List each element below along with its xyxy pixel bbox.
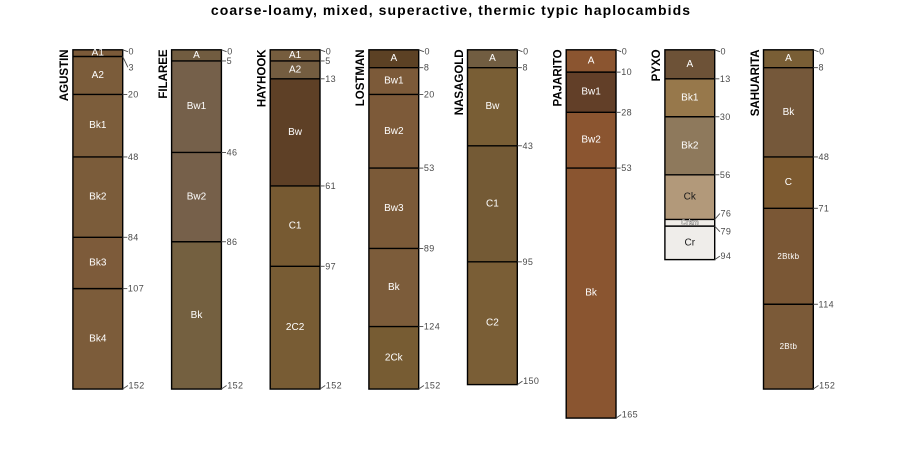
svg-text:84: 84	[128, 232, 139, 242]
svg-text:Bw2: Bw2	[384, 126, 404, 137]
svg-text:C2: C2	[486, 318, 499, 329]
svg-text:2Btkb: 2Btkb	[777, 252, 799, 261]
svg-text:97: 97	[325, 261, 336, 271]
svg-text:107: 107	[128, 284, 144, 294]
svg-text:152: 152	[819, 381, 835, 391]
svg-text:43: 43	[523, 141, 534, 151]
svg-text:C: C	[785, 177, 792, 188]
svg-text:Bk: Bk	[191, 310, 204, 321]
svg-text:NASAGOLD: NASAGOLD	[454, 49, 466, 115]
svg-text:A: A	[686, 59, 693, 70]
svg-text:FILAREE: FILAREE	[158, 49, 170, 99]
svg-text:2Btb: 2Btb	[780, 342, 798, 351]
svg-text:2Ck: 2Ck	[385, 352, 404, 363]
svg-text:A: A	[489, 53, 496, 64]
svg-text:Bk2: Bk2	[89, 192, 107, 203]
svg-text:28: 28	[621, 107, 632, 117]
svg-text:152: 152	[227, 381, 243, 391]
svg-text:53: 53	[621, 163, 632, 173]
svg-text:Bk4: Bk4	[89, 333, 107, 344]
svg-text:Bw1: Bw1	[384, 76, 404, 87]
svg-text:95: 95	[523, 257, 534, 267]
svg-text:46: 46	[227, 147, 238, 157]
svg-text:HAYHOOK: HAYHOOK	[257, 49, 269, 107]
svg-text:A2: A2	[289, 64, 302, 75]
svg-text:53: 53	[424, 163, 435, 173]
svg-text:A: A	[588, 55, 595, 66]
svg-text:Ck: Ck	[684, 192, 697, 203]
svg-text:10: 10	[621, 67, 632, 77]
svg-text:20: 20	[128, 89, 139, 99]
svg-text:114: 114	[819, 299, 835, 309]
svg-text:Bw2: Bw2	[581, 135, 601, 146]
svg-text:5: 5	[325, 56, 330, 66]
svg-text:C1: C1	[289, 221, 302, 232]
svg-text:86: 86	[227, 237, 238, 247]
svg-text:Bw: Bw	[288, 127, 303, 138]
svg-text:Bw: Bw	[485, 101, 500, 112]
svg-text:8: 8	[819, 63, 824, 73]
svg-text:Bk: Bk	[388, 282, 401, 293]
svg-text:0: 0	[523, 47, 528, 57]
svg-text:LOSTMAN: LOSTMAN	[355, 49, 367, 106]
svg-text:Bk: Bk	[585, 288, 598, 299]
svg-text:89: 89	[424, 243, 435, 253]
svg-text:A1: A1	[92, 48, 105, 59]
svg-text:SAHUARITA: SAHUARITA	[750, 49, 762, 116]
svg-text:79: 79	[721, 227, 732, 237]
svg-text:2C2: 2C2	[286, 322, 305, 333]
svg-text:Bk1: Bk1	[89, 120, 107, 131]
svg-text:Bw3: Bw3	[384, 203, 404, 214]
svg-text:Bk3: Bk3	[89, 257, 107, 268]
svg-text:C1: C1	[486, 198, 499, 209]
svg-text:165: 165	[622, 410, 638, 420]
svg-text:Bk1: Bk1	[681, 92, 699, 103]
svg-text:Bk: Bk	[783, 107, 796, 118]
svg-text:48: 48	[128, 152, 139, 162]
svg-text:Bw2: Bw2	[187, 192, 207, 203]
svg-text:94: 94	[721, 251, 732, 261]
svg-text:5: 5	[227, 56, 232, 66]
svg-text:152: 152	[326, 381, 342, 391]
svg-text:Cr: Cr	[685, 237, 696, 248]
svg-text:PAJARITO: PAJARITO	[553, 49, 565, 106]
svg-text:PYXO: PYXO	[651, 49, 663, 81]
svg-text:AGUSTIN: AGUSTIN	[59, 49, 71, 101]
svg-text:48: 48	[819, 152, 830, 162]
svg-text:Bw1: Bw1	[581, 87, 601, 98]
svg-text:0: 0	[326, 47, 331, 57]
svg-text:8: 8	[424, 63, 429, 73]
svg-text:A2: A2	[92, 70, 105, 81]
svg-text:coarse-loamy, mixed, superacti: coarse-loamy, mixed, superactive, thermi…	[211, 2, 691, 18]
svg-text:13: 13	[720, 74, 731, 84]
svg-text:0: 0	[819, 47, 824, 57]
svg-text:76: 76	[721, 209, 732, 219]
svg-text:61: 61	[325, 181, 336, 191]
svg-text:20: 20	[424, 89, 435, 99]
svg-text:0: 0	[721, 47, 726, 57]
svg-text:0: 0	[129, 47, 134, 57]
svg-text:Bk2: Bk2	[681, 140, 699, 151]
svg-text:152: 152	[425, 381, 441, 391]
svg-text:3: 3	[129, 62, 134, 72]
svg-text:56: 56	[720, 170, 731, 180]
svg-text:Crkm: Crkm	[681, 219, 699, 226]
svg-text:124: 124	[424, 322, 440, 332]
svg-text:0: 0	[227, 47, 232, 57]
svg-text:Bw1: Bw1	[187, 101, 207, 112]
svg-text:A1: A1	[289, 50, 302, 61]
svg-text:30: 30	[720, 112, 731, 122]
svg-text:152: 152	[129, 381, 145, 391]
svg-text:A: A	[390, 53, 397, 64]
svg-text:71: 71	[819, 203, 830, 213]
svg-text:0: 0	[425, 47, 430, 57]
svg-text:A: A	[193, 50, 200, 61]
svg-text:13: 13	[325, 74, 336, 84]
svg-text:8: 8	[523, 63, 528, 73]
svg-text:0: 0	[622, 47, 627, 57]
svg-text:A: A	[785, 53, 792, 64]
svg-text:150: 150	[523, 376, 539, 386]
